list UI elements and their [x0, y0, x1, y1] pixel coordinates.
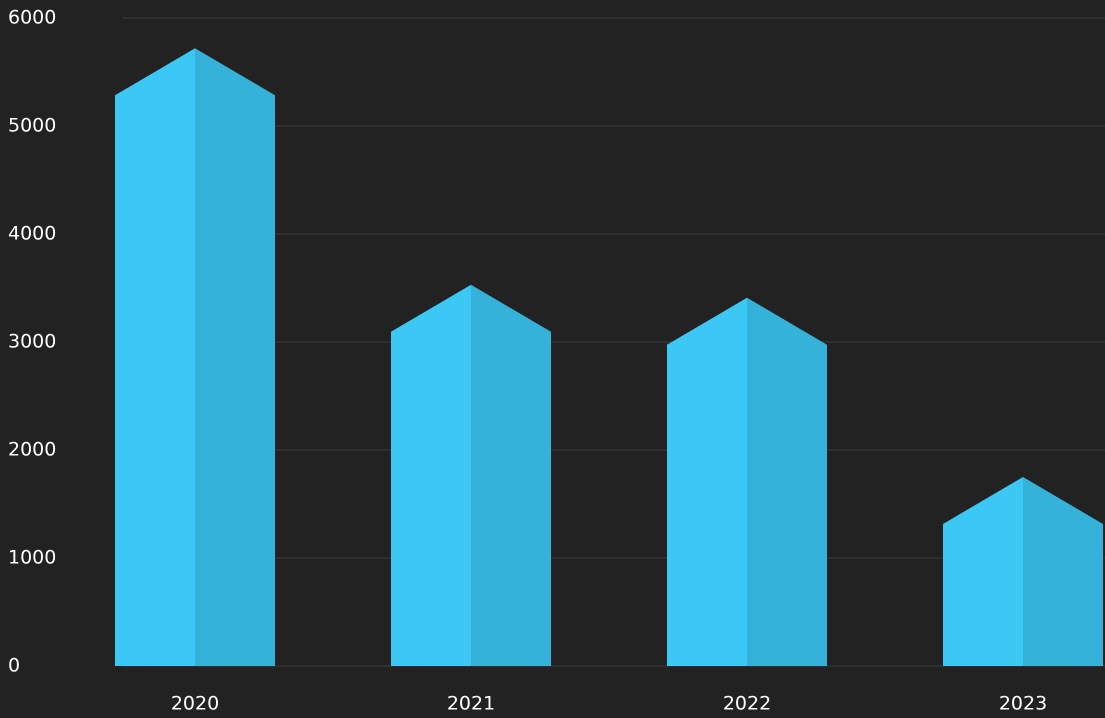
y-tick-label: 6000	[8, 7, 56, 29]
x-tick-label: 2023	[999, 693, 1047, 715]
y-tick-label: 5000	[8, 115, 56, 137]
x-tick-label: 2020	[171, 693, 219, 715]
bar-right	[471, 284, 551, 666]
y-tick-label: 4000	[8, 223, 56, 245]
y-tick-label: 1000	[8, 547, 56, 569]
bar-left	[943, 477, 1023, 666]
bar-right	[747, 297, 827, 666]
y-tick-label: 3000	[8, 331, 56, 353]
y-tick-label: 0	[8, 655, 20, 677]
bar-left	[391, 284, 471, 666]
bar-right	[1023, 477, 1103, 666]
bar-right	[195, 48, 275, 667]
x-tick-label: 2022	[723, 693, 771, 715]
y-tick-label: 2000	[8, 439, 56, 461]
bar-left	[667, 297, 747, 666]
bar-left	[115, 48, 195, 667]
x-tick-label: 2021	[447, 693, 495, 715]
